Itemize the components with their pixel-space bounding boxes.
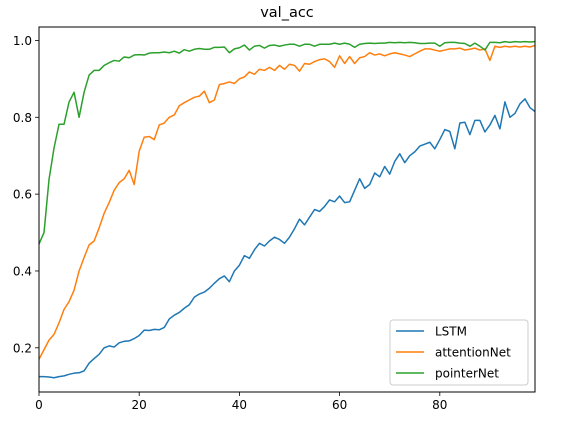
- x-tick-label: 60: [332, 398, 347, 412]
- y-tick-label: 1.0: [13, 34, 32, 48]
- series-layer: [38, 40, 536, 379]
- chart-title: val_acc: [260, 5, 314, 21]
- x-tick-label: 0: [35, 398, 43, 412]
- x-tick-label: 40: [232, 398, 247, 412]
- series-line-pointerNet: [38, 40, 536, 245]
- series-line-LSTM: [39, 98, 536, 379]
- y-tick-label: 0.8: [13, 111, 32, 125]
- plot-frame: [38, 26, 536, 393]
- legend-label-pointerNet: pointerNet: [435, 367, 499, 381]
- y-tick-label: 0.6: [13, 188, 32, 202]
- y-tick-label: 0.4: [13, 264, 32, 278]
- legend-box: [389, 319, 529, 386]
- x-tick-label: 20: [132, 398, 147, 412]
- legend-label-attentionNet: attentionNet: [435, 346, 511, 360]
- legend-label-LSTM: LSTM: [435, 325, 467, 339]
- y-tick-label: 0.2: [13, 341, 32, 355]
- series-line-attentionNet: [38, 44, 536, 360]
- legend-items: LSTM attentionNet pointerNet: [396, 325, 511, 381]
- axis-layer: 0 20 40 60 80 0.2 0.4 0.6 0.8 1.0: [13, 34, 448, 412]
- legend: LSTM attentionNet pointerNet: [389, 319, 529, 386]
- x-tick-label: 80: [432, 398, 447, 412]
